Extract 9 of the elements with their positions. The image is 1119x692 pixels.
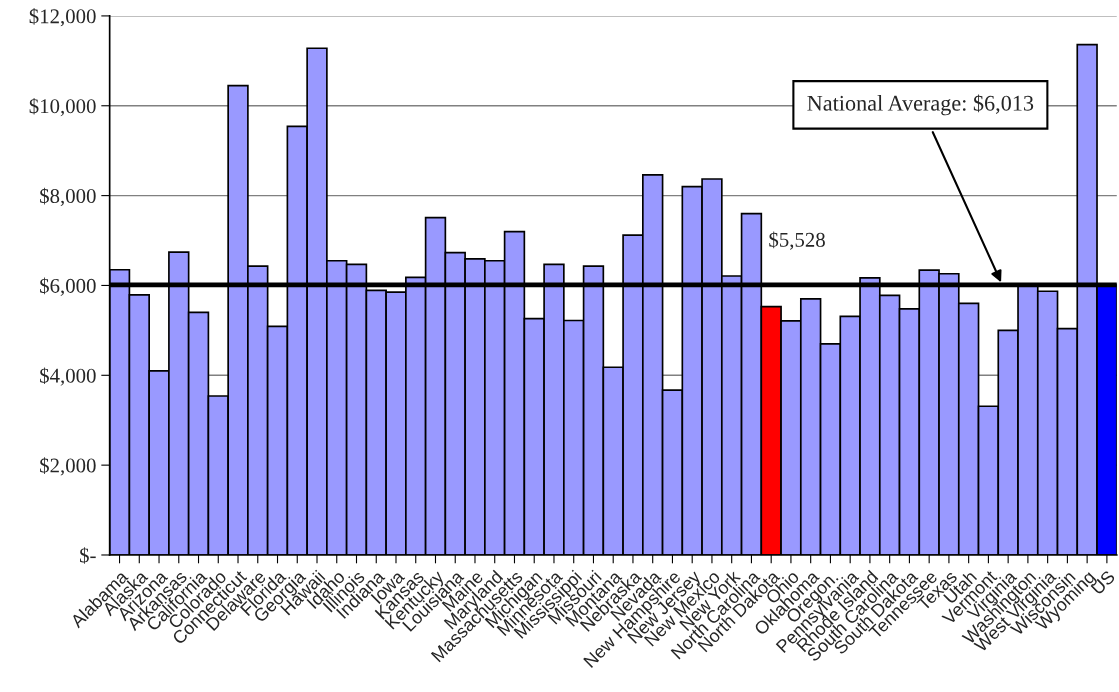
y-tick-label: $12,000 [29,8,96,27]
y-tick-label: $2,000 [40,457,96,476]
y-tick-label: $10,000 [29,97,96,117]
y-tick-label: $- [80,547,96,564]
y-tick-label: $4,000 [40,367,96,386]
data-label: $5,528 [769,231,825,250]
y-tick-label: $8,000 [40,187,96,207]
ref-line-label: National Average: $6,013 [807,94,1034,116]
y-tick-label: $6,000 [40,277,96,296]
